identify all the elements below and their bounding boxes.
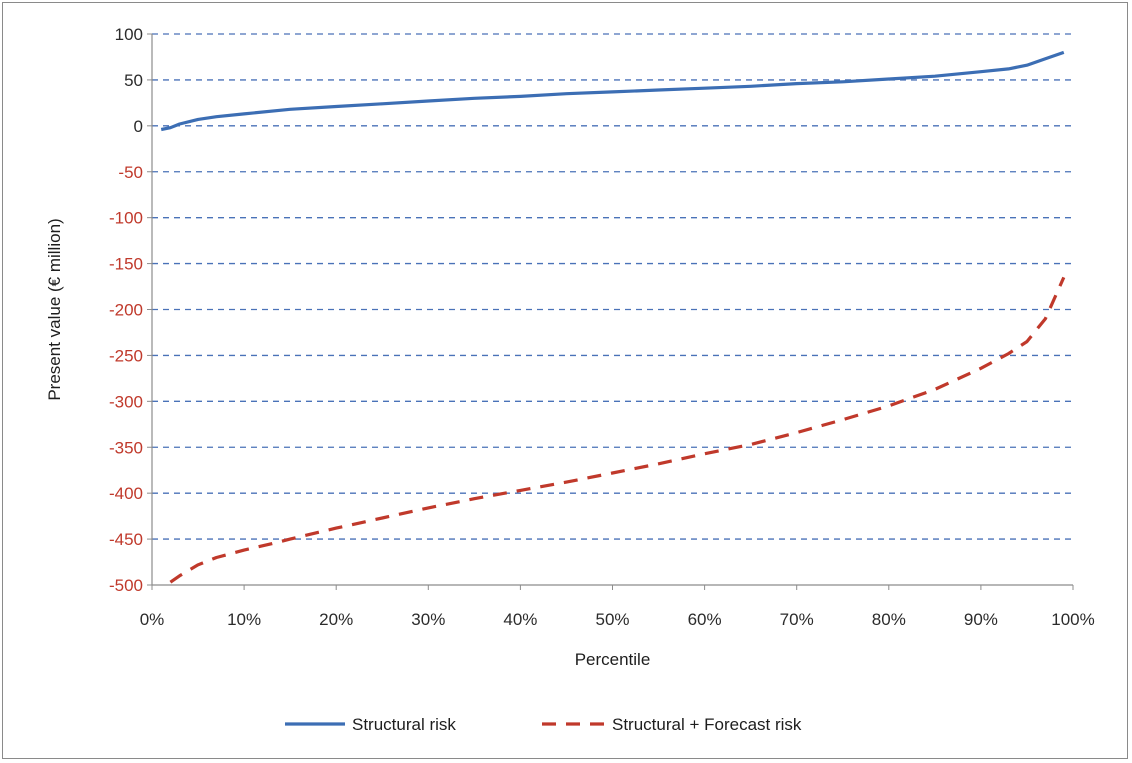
x-tick-label: 20% [319,610,353,629]
x-tick-label: 70% [780,610,814,629]
y-tick-label: -450 [109,530,143,549]
series-line-structural-risk [160,50,1065,132]
x-tick-label: 30% [411,610,445,629]
legend-label-structural-risk: Structural risk [352,715,456,734]
y-tick-label: -300 [109,392,143,411]
y-tick-label: 50 [124,71,143,90]
x-tick-label: 60% [688,610,722,629]
legend: Structural risk Structural + Forecast ri… [285,715,802,734]
y-tick-label: -100 [109,209,143,228]
x-tick-label: 10% [227,610,261,629]
x-tick-label: 40% [503,610,537,629]
x-tick-label: 0% [140,610,165,629]
x-tick-label: 50% [595,610,629,629]
series-line-structural-forecast-risk [169,276,1066,584]
y-tick-label: 0 [134,117,143,136]
y-axis-title: Present value (€ million) [45,218,64,400]
x-tick-label: 80% [872,610,906,629]
x-tick-label: 100% [1051,610,1094,629]
y-tick-label: -150 [109,255,143,274]
y-tick-label: -200 [109,301,143,320]
y-tick-label: -250 [109,346,143,365]
y-tick-label: -500 [109,576,143,595]
y-tick-label: -350 [109,438,143,457]
series-lines [160,50,1066,584]
legend-label-structural-forecast-risk: Structural + Forecast risk [612,715,802,734]
y-tick-labels: 100 50 0 -50 -100 -150 -200 -250 -300 -350 -400 -45… [109,25,152,595]
x-axis-title: Percentile [575,650,651,669]
y-tick-label: -400 [109,484,143,503]
y-tick-label: 100 [115,25,143,44]
x-tick-labels: 0% 10% 20% 30% 40% 50% 60% 70% 80% 90% 100% [140,585,1095,629]
x-tick-label: 90% [964,610,998,629]
y-tick-label: -50 [118,163,143,182]
